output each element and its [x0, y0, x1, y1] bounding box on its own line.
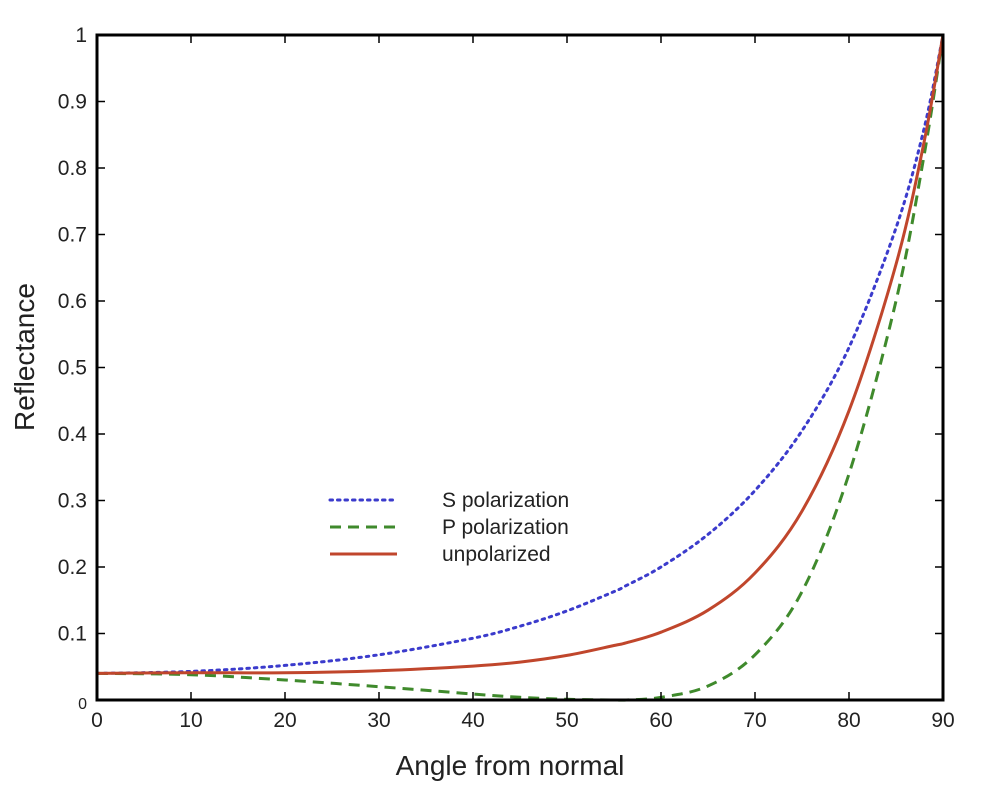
series-line-1 [95, 33, 945, 675]
x-tick-label: 20 [273, 709, 296, 732]
legend-label-1: S polarization [442, 489, 569, 512]
x-tick-label: 80 [837, 709, 860, 732]
x-tick-label: 90 [931, 709, 954, 732]
x-tick-label: 40 [461, 709, 484, 732]
x-axis-title: Angle from normal [396, 750, 625, 781]
legend-label-3: unpolarized [442, 543, 551, 566]
x-tick-label: 10 [179, 709, 202, 732]
y-tick-label: 0.1 [58, 623, 87, 646]
y-tick-label: 0 [78, 696, 87, 713]
y-tick-label: 0.2 [58, 556, 87, 579]
y-axis-title: Reflectance [9, 283, 40, 431]
y-tick-label: 0.7 [58, 224, 87, 247]
y-tick-label: 1 [75, 24, 87, 47]
x-tick-label: 50 [555, 709, 578, 732]
x-tick-label: 60 [649, 709, 672, 732]
y-tick-label: 0.5 [58, 357, 87, 380]
x-tick-label: 70 [743, 709, 766, 732]
y-tick-label: 0.3 [58, 490, 87, 513]
y-tick-label: 0.6 [58, 290, 87, 313]
y-tick-label: 0.8 [58, 157, 87, 180]
series-line-3 [96, 34, 945, 675]
y-tick-label: 0.9 [58, 91, 87, 114]
plot-frame [95, 33, 945, 702]
x-tick-label: 30 [367, 709, 390, 732]
y-tick-label: 0.4 [58, 423, 88, 446]
ticks-layer: 0 10 20 30 40 50 60 70 80 90 0 0.1 0.2 0.3 0.4 0.5 0.6 0.… [58, 24, 955, 732]
legend-label-2: P polarization [442, 516, 569, 539]
legend: S polarization P polarization unpolarized [328, 489, 569, 566]
x-tick-label: 0 [91, 709, 103, 732]
